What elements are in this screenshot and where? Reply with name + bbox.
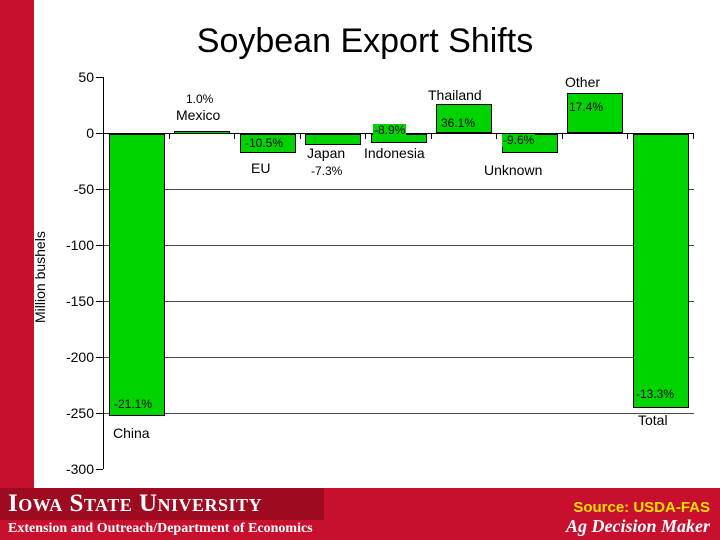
pct-label-unknown: -9.6%: [502, 133, 536, 147]
x-axis-tick: [562, 134, 563, 139]
x-axis-tick: [103, 134, 104, 139]
footer-band: Iowa State University Extension and Outr…: [0, 488, 720, 540]
category-label-china: China: [113, 425, 150, 441]
category-label-thailand: Thailand: [428, 87, 482, 103]
footer-department: Extension and Outreach/Department of Eco…: [8, 521, 313, 536]
x-axis-tick: [365, 134, 366, 139]
y-tick-label: -300: [65, 461, 94, 477]
x-axis-tick: [627, 134, 628, 139]
category-label-indonesia: Indonesia: [364, 145, 425, 161]
gridline: [104, 357, 694, 358]
bar-mexico: [174, 131, 230, 134]
y-axis-tick: [96, 469, 103, 470]
x-axis-tick: [169, 134, 170, 139]
y-tick-label: -150: [65, 293, 94, 309]
pct-label-mexico: 1.0%: [186, 92, 214, 106]
pct-label-thailand: 36.1%: [440, 116, 477, 130]
source-credit: Source: USDA-FAS: [573, 499, 710, 516]
bar-total: [633, 134, 689, 408]
category-label-total: Total: [638, 412, 668, 428]
x-axis-tick: [496, 134, 497, 139]
soybean-export-bar-chart: Million bushels 50 0 -50 -100 -150 -200 -250 -3…: [32, 69, 694, 477]
y-axis-tick: [96, 357, 103, 358]
x-axis-tick: [234, 134, 235, 139]
bar-china: [109, 134, 165, 416]
y-tick-label: -250: [65, 405, 94, 421]
y-axis-tick: [96, 301, 103, 302]
y-axis-tick: [96, 245, 103, 246]
y-axis-title: Million bushels: [32, 231, 48, 323]
category-label-mexico: Mexico: [176, 107, 221, 123]
pct-label-other: 17.4%: [568, 100, 605, 114]
y-axis-tick: [96, 77, 103, 78]
pct-label-indonesia: -8.9%: [373, 123, 407, 137]
gridline: [104, 301, 694, 302]
isu-wordmark: Iowa State University: [0, 488, 324, 520]
pct-label-eu: -10.5%: [244, 136, 285, 150]
gridline: [104, 245, 694, 246]
y-axis-line: [103, 77, 104, 469]
y-tick-label: 0: [86, 125, 94, 141]
y-axis-tick: [96, 413, 103, 414]
y-axis-tick: [96, 133, 103, 134]
category-label-japan: Japan: [307, 145, 346, 161]
x-axis-tick: [300, 134, 301, 139]
ag-decision-maker-logo: Ag Decision Maker: [566, 516, 710, 536]
pct-label-japan: -7.3%: [311, 164, 343, 178]
y-axis-tick: [96, 189, 103, 190]
category-label-unknown: Unknown: [484, 162, 543, 178]
pct-label-total: -13.3%: [635, 387, 676, 401]
x-axis-tick: [693, 134, 694, 139]
slide-title: Soybean Export Shifts: [196, 22, 534, 60]
gridline: [104, 413, 694, 414]
y-tick-label: -200: [65, 349, 94, 365]
pct-label-china: -21.1%: [113, 397, 154, 411]
left-red-stripe: [0, 0, 34, 540]
bar-japan: [305, 134, 361, 145]
y-tick-label: -100: [65, 237, 94, 253]
category-label-eu: EU: [251, 160, 271, 176]
y-tick-label: 50: [78, 69, 94, 85]
x-axis-tick: [431, 134, 432, 139]
y-tick-label: -50: [73, 181, 94, 197]
gridline: [104, 189, 694, 190]
category-label-other: Other: [565, 74, 601, 90]
